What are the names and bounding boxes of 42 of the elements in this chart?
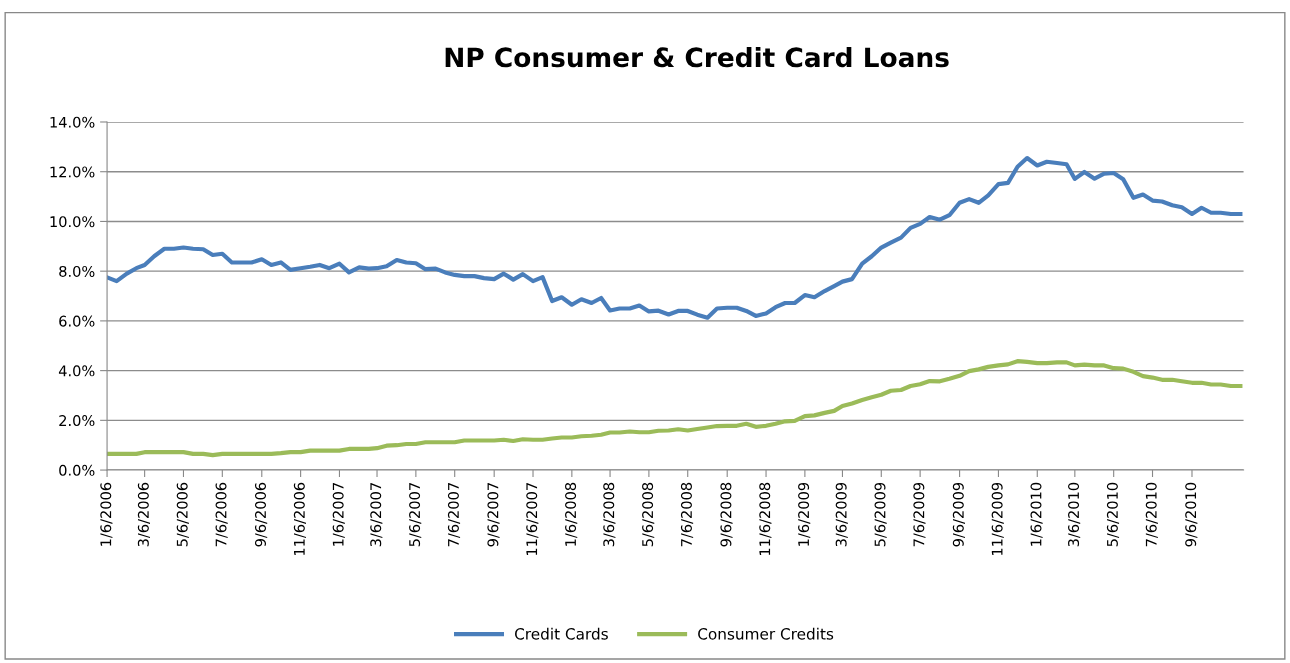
- x-tick-label: 11/6/2007: [526, 483, 539, 556]
- x-tick-label: 7/6/2008: [680, 482, 694, 547]
- chart-title: NP Consumer & Credit Card Loans: [445, 46, 949, 68]
- y-tick-label: 4.0%: [58, 365, 95, 377]
- y-tick-label: 2.0%: [59, 415, 95, 427]
- line-series: [107, 155, 1243, 320]
- x-tick-label: 1/6/2010: [1030, 482, 1043, 546]
- legend-label: Credit Cards: [515, 627, 608, 640]
- x-tick-label: 11/6/2009: [991, 482, 1004, 556]
- x-tick-label: 3/6/2009: [835, 482, 848, 547]
- line-series: [107, 359, 1243, 458]
- x-tick-label: 3/6/2006: [137, 482, 151, 547]
- x-tick-label: 1/6/2006: [100, 482, 113, 546]
- x-tick-label: 9/6/2010: [1185, 482, 1198, 547]
- x-tick-label: 7/6/2010: [1145, 482, 1158, 547]
- legend-label: Consumer Credits: [698, 627, 834, 640]
- y-tick-label: 12.0%: [50, 166, 95, 178]
- x-tick-label: 9/6/2007: [487, 483, 500, 547]
- x-tick-label: 7/6/2009: [913, 482, 926, 547]
- x-tick-label: 11/6/2006: [293, 482, 306, 556]
- x-tick-label: 7/6/2007: [447, 483, 461, 547]
- x-tick-label: 11/6/2008: [759, 482, 772, 556]
- x-tick-label: 5/6/2007: [409, 483, 422, 547]
- x-tick-label: 5/6/2009: [874, 482, 887, 547]
- y-tick-label: 14.0%: [50, 116, 95, 128]
- y-tick-label: 6.0%: [59, 315, 95, 327]
- y-tick-label: 8.0%: [59, 265, 95, 277]
- x-tick-label: 5/6/2008: [642, 482, 655, 547]
- x-tick-label: 5/6/2006: [176, 482, 189, 547]
- x-tick-label: 1/6/2009: [798, 482, 811, 546]
- x-tick-label: 1/6/2008: [565, 482, 578, 546]
- x-tick-label: 3/6/2008: [603, 482, 616, 547]
- x-tick-label: 3/6/2007: [370, 483, 383, 547]
- x-tick-label: 7/6/2006: [215, 482, 228, 547]
- x-tick-label: 9/6/2006: [254, 482, 268, 547]
- x-tick-label: 5/6/2010: [1106, 482, 1120, 547]
- x-tick-label: 3/6/2010: [1068, 482, 1081, 547]
- y-tick-label: 10.0%: [50, 216, 95, 228]
- x-tick-label: 1/6/2007: [332, 483, 345, 546]
- x-tick-label: 9/6/2009: [952, 482, 965, 547]
- y-tick-label: 0.0%: [59, 464, 95, 476]
- x-tick-label: 9/6/2008: [720, 482, 733, 547]
